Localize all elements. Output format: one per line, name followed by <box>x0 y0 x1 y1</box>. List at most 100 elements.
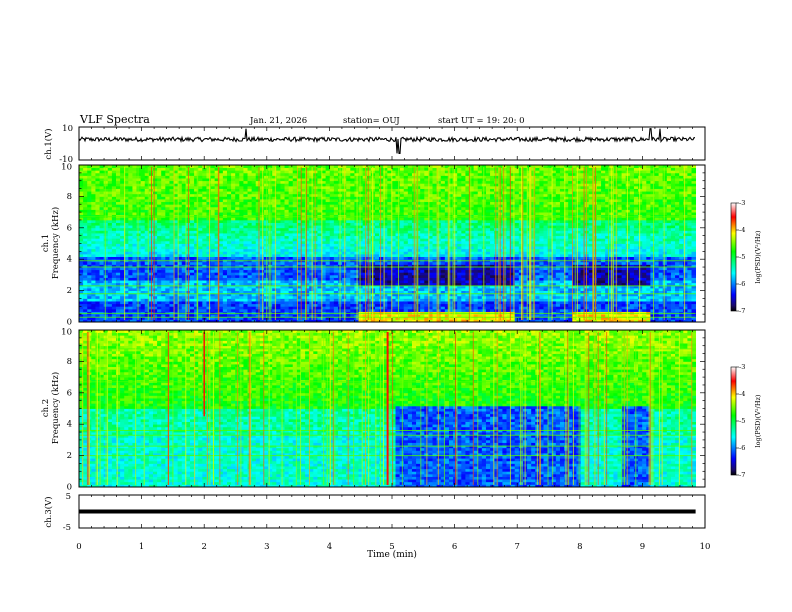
spec-cell <box>206 230 211 234</box>
spec-cell <box>210 183 216 187</box>
spec-cell <box>87 306 92 310</box>
spec-cell <box>99 267 105 271</box>
spec-cell <box>366 280 372 284</box>
spec-cell <box>383 243 388 247</box>
spec-cell <box>325 188 331 192</box>
spec-cell <box>292 180 298 184</box>
spec-cell <box>214 193 220 197</box>
spec-cell <box>222 209 228 213</box>
spec-cell <box>173 238 179 242</box>
spec-cell <box>247 212 253 216</box>
spec-cell <box>370 319 376 323</box>
spec-cell <box>202 183 207 187</box>
spec-cell <box>226 212 232 216</box>
spec-cell <box>251 269 257 273</box>
spec-cell <box>374 295 380 299</box>
spec-cell <box>194 219 199 223</box>
spec-cell <box>263 253 269 257</box>
spec-cell <box>95 319 100 323</box>
spec-cell <box>259 214 265 218</box>
spec-cell <box>231 167 236 171</box>
spec-cell <box>235 282 240 286</box>
spec-cell <box>263 267 269 271</box>
spec-cell <box>128 185 133 189</box>
spec-cell <box>165 191 170 195</box>
spec-cell <box>87 188 92 192</box>
spec-cell <box>247 191 253 195</box>
spec-cell <box>346 185 351 189</box>
spec-cell <box>255 316 261 320</box>
spec-cell <box>321 180 327 184</box>
spec-cell <box>173 212 179 216</box>
spec-cell <box>128 248 133 252</box>
spec-cell <box>280 201 285 205</box>
spec-cell <box>185 277 191 281</box>
spec-cell <box>259 219 265 223</box>
spec-cell <box>132 293 137 297</box>
spec-cell <box>321 206 327 210</box>
spec-cell <box>189 225 195 229</box>
spec-cell <box>379 183 384 187</box>
spec-cell <box>358 256 364 260</box>
spec-cell <box>309 256 314 260</box>
spec-cell <box>107 303 113 307</box>
spec-cell <box>218 217 224 221</box>
spec-cell <box>309 274 314 278</box>
spec-cell <box>358 267 364 271</box>
spec-cell <box>95 285 100 289</box>
spec-cell <box>181 230 187 234</box>
spec-cell <box>198 246 203 250</box>
spec-cell <box>300 230 306 234</box>
spec-cell <box>333 230 339 234</box>
spec-cell <box>222 235 228 239</box>
spec-cell <box>276 188 281 192</box>
spec-cell <box>251 267 257 271</box>
spec-cell <box>300 246 306 250</box>
spec-cell <box>350 214 355 218</box>
spec-cell <box>202 264 207 268</box>
spec-cell <box>152 183 158 187</box>
spec-cell <box>358 222 364 226</box>
spec-cell <box>169 272 174 276</box>
spec-cell <box>83 282 88 286</box>
spec-cell <box>91 272 96 276</box>
spec-cell <box>202 238 207 242</box>
spec-cell <box>218 261 224 265</box>
spec-cell <box>350 293 355 297</box>
spec-cell <box>305 272 310 276</box>
spec-cell <box>181 238 187 242</box>
spec-cell <box>83 206 88 210</box>
spec-cell <box>189 319 195 323</box>
spec-cell <box>194 206 199 210</box>
spec-cell <box>395 180 401 184</box>
spec-cell <box>120 282 125 286</box>
spec-cell <box>173 175 179 179</box>
spec-cell <box>165 267 170 271</box>
spec-cell <box>161 204 166 208</box>
spec-cell <box>120 214 125 218</box>
spec-cell <box>87 178 92 182</box>
spec-cell <box>194 178 199 182</box>
spec-cell <box>185 217 191 221</box>
spec-cell <box>157 219 162 223</box>
spec-cell <box>272 287 277 291</box>
spec-cell <box>107 193 113 197</box>
spec-cell <box>194 165 199 169</box>
spec-cell <box>120 235 125 239</box>
spec-cell <box>218 201 224 205</box>
spec-cell <box>305 269 310 273</box>
spec-cell <box>276 167 281 171</box>
spec-cell <box>387 212 392 216</box>
spec-cell <box>362 295 368 299</box>
spec-cell <box>157 199 162 203</box>
spec-cell <box>124 188 129 192</box>
spec-cell <box>239 306 244 310</box>
spec-cell <box>399 290 405 294</box>
spec-cell <box>403 188 409 192</box>
spec-cell <box>263 277 269 281</box>
spec-cell <box>79 314 84 318</box>
spec-cell <box>124 235 129 239</box>
spec-cell <box>407 206 413 210</box>
spec-cell <box>222 285 228 289</box>
spec-cell <box>231 206 236 210</box>
